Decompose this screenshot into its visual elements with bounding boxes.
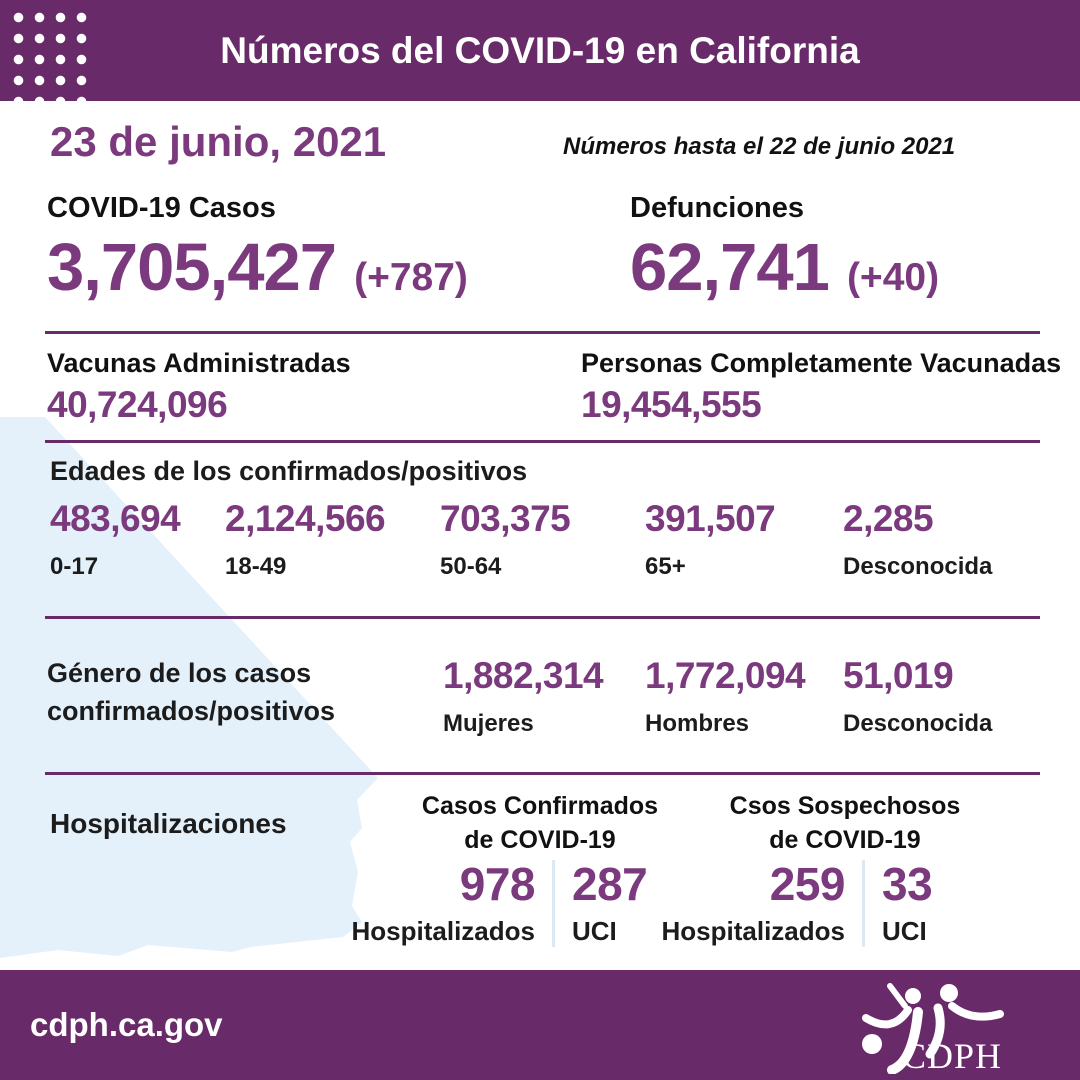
cases-label: COVID-19 Casos — [47, 192, 276, 224]
gender-value: 1,882,314 — [443, 655, 604, 696]
icu-label: UCI — [572, 916, 617, 947]
gender-label: Hombres — [645, 710, 750, 737]
age-stat-65plus: 391,507 65+ — [645, 498, 776, 581]
gender-label: Mujeres — [443, 710, 534, 737]
divider — [45, 440, 1040, 443]
fully-vaccinated-value: 19,454,555 — [581, 384, 762, 425]
icu-value: 287 — [572, 858, 648, 910]
deaths-label: Defunciones — [630, 192, 805, 224]
page-title: Números del COVID-19 en California — [220, 30, 860, 71]
gender-heading-line2: confirmados/positivos — [47, 695, 336, 726]
gender-heading: Género de los casos confirmados/positivo… — [47, 655, 335, 731]
gender-label: Desconocida — [843, 710, 993, 737]
hospitalized-value: 259 — [769, 858, 846, 910]
confirmed-title-line1: Casos Confirmados — [421, 792, 659, 820]
age-stat-18-49: 2,124,566 18-49 — [225, 498, 386, 581]
suspected-title-line2: de COVID-19 — [769, 825, 921, 854]
suspected-hospitalization-stats: 259 Hospitalizados 33 UCI — [662, 858, 933, 948]
report-date: 23 de junio, 2021 — [50, 118, 387, 165]
confirmed-title-line2: de COVID-19 — [464, 825, 616, 854]
suspected-icu-cell: 33 UCI — [862, 858, 933, 948]
fully-vaccinated-block: Personas Completamente Vacunadas 19,454,… — [581, 348, 1061, 426]
cases-value: 3,705,427 — [47, 230, 337, 305]
website-url: cdph.ca.gov — [30, 1006, 223, 1043]
deaths-block: Defunciones 62,741 (+40) — [630, 192, 939, 303]
age-label: 0-17 — [50, 553, 99, 580]
header-bar: Números del COVID-19 en California — [0, 0, 1080, 101]
footer-bar: cdph.ca.gov CDPH — [0, 970, 1080, 1080]
divider — [45, 331, 1040, 334]
icu-label: UCI — [882, 916, 927, 947]
age-value: 2,285 — [843, 498, 934, 539]
age-value: 703,375 — [440, 498, 571, 539]
confirmed-hospitalization-stats: 978 Hospitalizados 287 UCI — [352, 858, 648, 948]
hospitalized-label: Hospitalizados — [351, 916, 535, 947]
suspected-hospitalized-cell: 259 Hospitalizados — [662, 858, 862, 947]
gender-stat-unknown: 51,019 Desconocida — [843, 655, 992, 738]
california-silhouette — [0, 417, 378, 958]
gender-stat-men: 1,772,094 Hombres — [645, 655, 806, 738]
age-stat-50-64: 703,375 50-64 — [440, 498, 571, 581]
dot-grid-decoration — [5, 4, 93, 101]
divider — [45, 616, 1040, 619]
gender-heading-line1: Género de los casos — [47, 658, 312, 688]
gender-value: 51,019 — [843, 655, 954, 696]
cases-delta: (+787) — [354, 256, 468, 299]
deaths-value: 62,741 — [630, 230, 830, 305]
divider — [45, 772, 1040, 775]
deaths-delta: (+40) — [846, 256, 940, 299]
age-label: Desconocida — [843, 553, 993, 580]
confirmed-icu-cell: 287 UCI — [552, 858, 648, 948]
age-stat-0-17: 483,694 0-17 — [50, 498, 181, 581]
age-label: 50-64 — [440, 553, 502, 580]
age-label: 65+ — [645, 553, 686, 580]
gender-stat-women: 1,882,314 Mujeres — [443, 655, 604, 738]
cdph-logo-text: CDPH — [902, 1036, 1002, 1074]
suspected-title-line1: Csos Sospechosos — [729, 792, 961, 820]
age-value: 2,124,566 — [225, 498, 386, 539]
gender-value: 1,772,094 — [645, 655, 806, 696]
vaccines-administered-value: 40,724,096 — [47, 384, 228, 425]
age-value: 391,507 — [645, 498, 776, 539]
hospitalized-label: Hospitalizados — [661, 916, 845, 947]
as-of-note: Números hasta el 22 de junio 2021 — [563, 133, 956, 160]
confirmed-cases-title: Casos Confirmados de COVID-19 — [420, 790, 660, 857]
fully-vaccinated-label: Personas Completamente Vacunadas — [581, 348, 1062, 378]
hospitalizations-heading: Hospitalizaciones — [50, 808, 287, 839]
confirmed-hospitalized-cell: 978 Hospitalizados — [352, 858, 552, 947]
icu-value: 33 — [882, 858, 933, 910]
age-stat-unknown: 2,285 Desconocida — [843, 498, 992, 581]
cdph-logo: CDPH — [862, 983, 1004, 1074]
vaccines-administered-block: Vacunas Administradas 40,724,096 — [47, 348, 351, 426]
suspected-cases-title: Csos Sospechosos de COVID-19 — [725, 790, 965, 857]
ages-heading: Edades de los confirmados/positivos — [50, 456, 528, 486]
vaccines-administered-label: Vacunas Administradas — [47, 348, 351, 378]
age-value: 483,694 — [50, 498, 181, 539]
cases-block: COVID-19 Casos 3,705,427 (+787) — [47, 192, 468, 303]
age-label: 18-49 — [225, 553, 287, 580]
hospitalized-value: 978 — [459, 858, 536, 910]
